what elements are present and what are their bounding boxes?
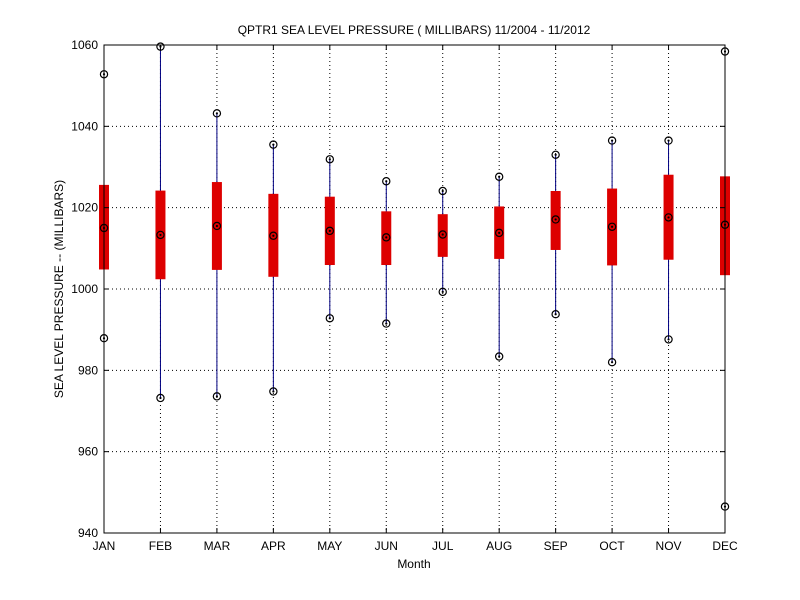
plot-area (104, 45, 725, 533)
max-marker-dot (610, 139, 614, 142)
y-tick-label: 1060 (71, 38, 98, 52)
max-marker-dot (272, 143, 275, 146)
max-marker (212, 109, 222, 118)
y-tick-label: 1000 (71, 282, 98, 296)
max-marker-dot (385, 180, 388, 183)
chart-title: QPTR1 SEA LEVEL PRESSURE ( MILLIBARS) 11… (238, 23, 591, 37)
x-tick-label: MAY (317, 539, 342, 553)
y-tick-label: 960 (78, 445, 98, 459)
x-axis-label: Month (397, 557, 430, 571)
x-tick-label: FEB (149, 539, 172, 553)
min-marker-dot (610, 361, 614, 364)
min-marker (212, 392, 222, 401)
min-marker (325, 314, 335, 323)
axes: 940 960 980 1000 1020 1040 1060 JAN FEB MAR APR MAY… (71, 38, 738, 553)
median-marker (156, 230, 165, 240)
min-marker-dot (667, 338, 670, 341)
median-marker-dot (554, 218, 557, 221)
x-tick-label: OCT (599, 539, 625, 553)
median-marker (607, 222, 617, 231)
min-marker-dot (441, 290, 444, 293)
median-marker-dot (385, 236, 388, 239)
min-marker (494, 352, 504, 361)
max-marker (607, 136, 617, 145)
max-marker (325, 155, 335, 164)
median-marker-dot (441, 233, 444, 236)
median-marker-dot (610, 225, 614, 228)
min-marker-dot (272, 390, 275, 393)
max-marker (156, 42, 165, 51)
min-marker (156, 393, 165, 403)
min-marker-dot (498, 355, 501, 358)
x-tick-label: DEC (712, 539, 738, 553)
median-marker-dot (498, 231, 501, 234)
y-tick-label: 1020 (71, 201, 98, 215)
median-marker (269, 231, 278, 240)
x-tick-label: APR (261, 539, 286, 553)
min-marker (382, 319, 391, 328)
median-marker-dot (328, 229, 331, 232)
median-marker (438, 230, 447, 239)
y-tick-label: 1040 (71, 119, 98, 133)
x-tick-label: AUG (486, 539, 512, 553)
median-marker (212, 221, 222, 231)
max-marker (494, 172, 504, 181)
max-marker (269, 140, 278, 149)
min-marker-dot (328, 317, 331, 320)
median-marker (325, 226, 335, 236)
y-axis-label: SEA LEVEL PRESSURE -- (MILLIBARS) (52, 180, 66, 398)
x-tick-label: NOV (656, 539, 682, 553)
median-marker (664, 213, 673, 222)
median-marker (382, 233, 391, 242)
min-marker-dot (215, 395, 219, 398)
min-marker (664, 335, 673, 344)
x-tick-label: JAN (93, 539, 116, 553)
max-marker-dot (441, 189, 444, 193)
y-tick-label: 980 (78, 363, 98, 377)
max-marker-dot (554, 153, 557, 156)
min-marker (607, 358, 617, 367)
y-tick-label: 940 (78, 526, 98, 540)
min-marker (551, 310, 560, 319)
max-marker-dot (328, 158, 331, 161)
min-marker-dot (159, 396, 162, 400)
x-tick-label: JUL (432, 539, 454, 553)
median-marker (494, 228, 504, 238)
min-marker-dot (385, 322, 388, 325)
max-marker-dot (498, 175, 501, 178)
max-marker-dot (215, 112, 219, 115)
min-marker-dot (554, 313, 557, 316)
median-marker-dot (215, 224, 219, 228)
x-tick-label: MAR (204, 539, 231, 553)
max-marker (382, 177, 391, 186)
median-marker-dot (159, 233, 162, 237)
max-marker (438, 186, 447, 196)
max-marker-dot (667, 139, 670, 142)
max-marker (551, 150, 560, 159)
median-marker (551, 215, 560, 224)
min-marker (438, 287, 447, 297)
max-marker (664, 136, 673, 145)
median-marker-dot (272, 234, 275, 237)
median-marker-dot (667, 216, 670, 219)
min-marker (269, 387, 278, 396)
x-tick-label: SEP (544, 539, 568, 553)
x-tick-label: JUN (375, 539, 398, 553)
